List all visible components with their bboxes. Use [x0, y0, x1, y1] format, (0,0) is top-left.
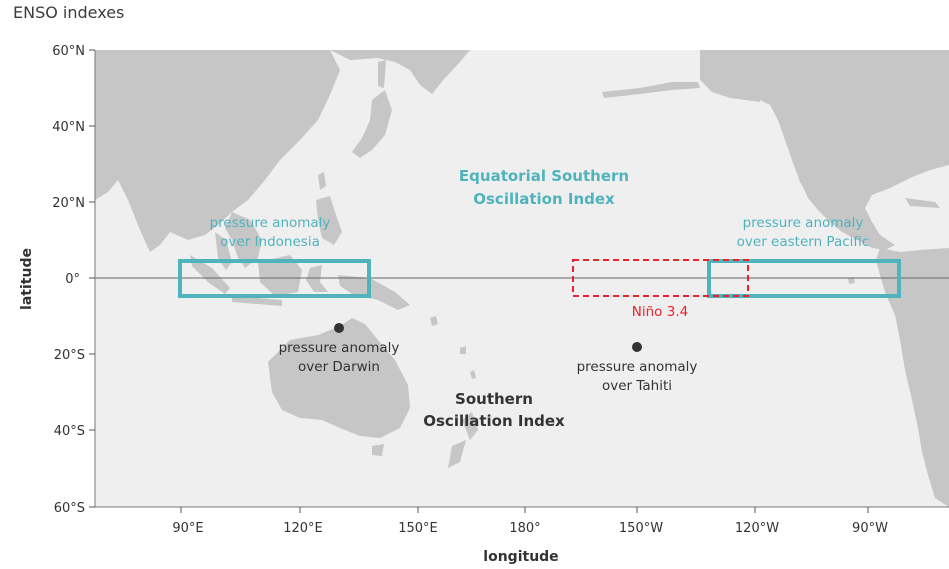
- lon-tick-label: 90°W: [852, 521, 888, 536]
- lat-tick-label: 60°N: [52, 44, 85, 59]
- land-kamchatka: [330, 50, 470, 94]
- lat-tick-labels: 60°N 40°N 20°N 0° 20°S 40°S 60°S: [52, 44, 85, 516]
- lon-tick-label: 180°: [509, 521, 540, 536]
- land-borneo: [258, 255, 302, 296]
- page-title: ENSO indexes: [13, 3, 125, 22]
- equatorial-index-line-2: Oscillation Index: [473, 190, 615, 208]
- east-pacific-label-line-2: over eastern Pacific: [737, 234, 870, 250]
- lon-tick-label: 120°W: [735, 521, 779, 536]
- land-indochina: [225, 212, 262, 268]
- land-asia: [95, 50, 340, 252]
- indonesia-region-box: [178, 259, 371, 298]
- tahiti-point: [632, 342, 642, 352]
- lat-tick-label: 40°S: [54, 424, 85, 439]
- darwin-label-line-2: over Darwin: [298, 359, 380, 375]
- lat-tick-label: 40°N: [52, 120, 85, 135]
- tahiti-label-line-2: over Tahiti: [602, 378, 672, 394]
- darwin-label-line-1: pressure anomaly: [279, 340, 400, 356]
- land-new-guinea: [338, 275, 410, 310]
- lon-tick-label: 90°E: [172, 521, 203, 536]
- land-taiwan: [318, 172, 326, 190]
- land-baja: [792, 160, 820, 204]
- land-sakhalin: [378, 60, 386, 88]
- darwin-point: [334, 323, 344, 333]
- land-north-america: [760, 50, 949, 250]
- equatorial-index-label: Equatorial Southern Oscillation Index: [459, 167, 629, 208]
- land-masses: [95, 50, 949, 507]
- land-java: [232, 296, 282, 306]
- east-pacific-label-line-1: pressure anomaly: [743, 215, 864, 231]
- lon-tick-labels: 90°E 120°E 150°E 180° 150°W 120°W 90°W: [172, 521, 888, 536]
- land-sumatra: [190, 255, 230, 294]
- land-pacific-islands: [430, 316, 476, 379]
- land-alaska: [700, 50, 760, 102]
- x-axis-label: longitude: [483, 549, 558, 565]
- equatorial-index-line-1: Equatorial Southern: [459, 167, 629, 185]
- lat-tick-label: 60°S: [54, 501, 85, 516]
- land-aleutians: [602, 82, 700, 98]
- lat-tick-label: 20°S: [54, 348, 85, 363]
- indonesia-label-line-1: pressure anomaly: [210, 215, 331, 231]
- indonesia-label-line-2: over Indonesia: [220, 234, 320, 250]
- land-japan: [352, 90, 392, 158]
- lon-tick-label: 150°E: [398, 521, 438, 536]
- land-south-america: [876, 248, 949, 507]
- tahiti-label-line-1: pressure anomaly: [577, 359, 698, 375]
- southern-index-label: Southern Oscillation Index: [423, 390, 565, 430]
- land-philippines: [316, 196, 342, 245]
- east-pacific-region-box: [707, 259, 901, 298]
- land-tasmania: [372, 444, 384, 456]
- east-pacific-label: pressure anomaly over eastern Pacific: [737, 215, 870, 250]
- nino34-region-box: [572, 259, 749, 297]
- nino34-label: Niño 3.4: [632, 304, 688, 320]
- lon-tick-marks: [180, 507, 869, 513]
- lat-tick-label: 0°: [65, 272, 80, 287]
- land-galapagos: [848, 277, 855, 284]
- lon-tick-label: 120°E: [283, 521, 323, 536]
- land-new-zealand: [448, 412, 478, 468]
- y-axis-label: latitude: [19, 248, 35, 310]
- land-australia: [268, 318, 410, 438]
- lat-tick-label: 20°N: [52, 196, 85, 211]
- southern-index-line-2: Oscillation Index: [423, 412, 565, 430]
- lat-tick-marks: [89, 49, 95, 508]
- land-cuba: [905, 198, 940, 208]
- tahiti-label: pressure anomaly over Tahiti: [577, 359, 698, 394]
- lon-tick-label: 150°W: [619, 521, 663, 536]
- darwin-label: pressure anomaly over Darwin: [279, 340, 400, 375]
- southern-index-line-1: Southern: [455, 390, 533, 408]
- indonesia-label: pressure anomaly over Indonesia: [210, 215, 331, 250]
